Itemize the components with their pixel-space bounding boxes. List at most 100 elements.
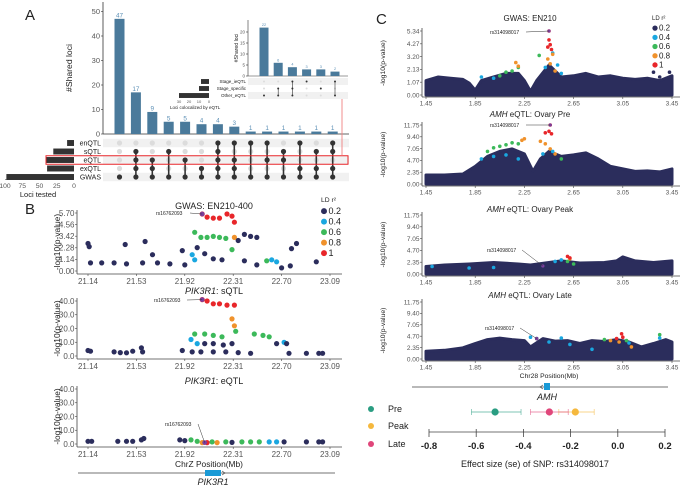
snp-point [141, 435, 147, 442]
snp-point [510, 69, 514, 73]
snp-point [651, 70, 656, 74]
intersection-bar [147, 111, 158, 134]
legend-swatch-peak [368, 423, 374, 429]
snp-point [202, 341, 208, 347]
y-tick-label: 0.0 [63, 440, 75, 449]
snp-point [188, 336, 194, 343]
plot-title: AMH eQTL: Ovary Late [487, 291, 572, 300]
snp-point [85, 438, 91, 444]
snp-point [260, 332, 266, 338]
snp-point [590, 347, 594, 352]
y-tick-label: 1.07 [407, 79, 420, 86]
set-label-GWAS: GWAS [80, 174, 101, 181]
intersection-bar [212, 124, 223, 134]
snp-point [189, 349, 195, 355]
matrix-dot [319, 87, 322, 90]
y-tick-label: 2.13 [407, 67, 420, 74]
ld-legend-label: 0.8 [659, 51, 671, 60]
snp-point [254, 234, 260, 240]
gene-label: PIK3R1 [197, 477, 228, 487]
legend-swatch-pre [368, 406, 374, 412]
bar-value-label: 2 [334, 67, 336, 71]
snp-point [543, 65, 548, 70]
title-text: : eQTL [216, 376, 244, 386]
x-tick-label: 22.31 [223, 362, 244, 371]
ld-legend-label: 0.6 [329, 227, 342, 237]
snp-point [223, 235, 229, 241]
legend-label-pre: Pre [388, 404, 402, 414]
ld-legend-label: 0.6 [659, 42, 671, 51]
snp-point [657, 336, 662, 340]
plot-title: AMH eQTL: Ovary Peak [486, 205, 574, 214]
snp-point [209, 439, 215, 445]
snp-point [491, 146, 496, 150]
set-size-axis-title: Loci colocalized by eQTL [170, 105, 221, 110]
snp-point [316, 350, 322, 356]
snp-point [516, 157, 521, 161]
matrix-dot [116, 157, 123, 163]
matrix-dot [116, 174, 123, 180]
snp-point [479, 75, 484, 79]
x-tick-label: 3.05 [616, 365, 629, 372]
lead-snp-label: rs314098017 [487, 248, 516, 254]
snp-point [568, 342, 572, 347]
snp-point [140, 349, 146, 355]
ld-legend-label: 0.8 [329, 238, 342, 248]
ld-legend-swatch [652, 43, 658, 50]
snp-point [123, 438, 130, 444]
y-tick-label: 0 [96, 130, 100, 139]
snp-point [553, 259, 557, 264]
snp-point [188, 437, 194, 443]
snp-point [288, 246, 295, 252]
x-tick-label: 22.70 [272, 362, 293, 371]
plot-title: GWAS: EN210-400 [175, 201, 253, 211]
snp-point [549, 47, 554, 52]
matrix-dot [280, 140, 287, 146]
snp-point [130, 348, 136, 354]
y-tick-label: 5 [242, 63, 245, 68]
set-label-exQTL: exQTL [80, 166, 101, 173]
snp-point [189, 252, 195, 258]
y-tick-label: 2.35 [407, 345, 420, 352]
x-tick-label: 3.45 [666, 190, 679, 197]
snp-point [274, 341, 280, 347]
x-tick-label: 22.70 [272, 450, 293, 459]
snp-point [498, 74, 502, 78]
set-label-Other_eQTL: Other_eQTL [221, 93, 247, 98]
bar-value-label: 9 [151, 105, 155, 112]
snp-point [559, 258, 564, 262]
snp-point [229, 439, 235, 445]
ld-legend-swatch [652, 53, 658, 59]
snp-point [287, 263, 293, 269]
snp-point [602, 337, 607, 342]
set-size-tick: 50 [36, 183, 44, 190]
ld-legend-swatch [321, 250, 327, 257]
legend-label-late: Late [388, 439, 406, 449]
set-size-bar [179, 93, 209, 98]
snp-point [520, 138, 524, 143]
snp-point [617, 340, 621, 344]
matrix-dot [277, 80, 280, 83]
bar-value-label: 4 [200, 118, 204, 125]
x-tick-label: 3.05 [616, 190, 629, 197]
intersection-bar [196, 124, 207, 134]
y-tick-label: 9.40 [407, 134, 420, 141]
plot-title: AMH eQTL: Ovary Pre [489, 110, 571, 119]
snp-point [220, 342, 226, 348]
snp-point [543, 131, 548, 135]
lead-snp-pointer [197, 423, 205, 443]
snp-point [516, 142, 521, 146]
x-tick-label: 23.09 [320, 277, 341, 286]
x-tick-label: 21.92 [175, 450, 196, 459]
snp-point [528, 335, 533, 340]
snp-point [142, 238, 148, 245]
x-tick-label: 2.25 [518, 101, 531, 108]
set-size-tick: 100 [0, 183, 11, 190]
x-tick-label: 3.45 [666, 365, 679, 372]
x-axis-title: ChrZ Position(Mb) [175, 459, 243, 469]
bar-value-label: 1 [282, 125, 286, 132]
snp-point [547, 340, 551, 344]
x-tick-label: -0.2 [562, 441, 578, 452]
bar-value-label: 3 [320, 65, 322, 69]
snp-point [320, 350, 326, 356]
